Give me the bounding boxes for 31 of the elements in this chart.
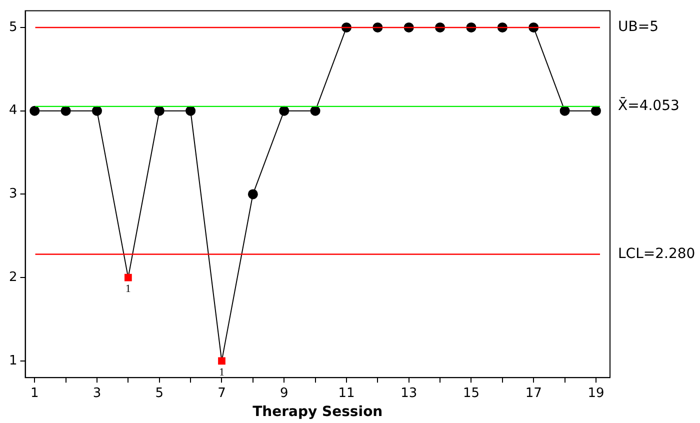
point (560, 106, 570, 116)
point (60, 106, 71, 116)
point (186, 106, 196, 116)
x-tick-label: 3 (92, 386, 102, 401)
y-tick-label: 3 (8, 186, 18, 202)
x-tick-label: 15 (462, 386, 480, 401)
y-tick-label: 4 (8, 103, 18, 118)
point (154, 106, 164, 116)
ref-line-label: LCL=2.280 (618, 246, 696, 262)
x-tick-label: 13 (400, 386, 418, 401)
point (92, 106, 102, 116)
point (279, 106, 290, 116)
x-tick-label: 5 (155, 386, 164, 401)
y-tick-label: 5 (8, 20, 18, 35)
x-tick-label: 17 (525, 386, 542, 401)
annotation: 1 (218, 366, 224, 378)
ref-line-label: UB=5 (618, 19, 658, 36)
ref-line-label: X̄=4.053 (618, 96, 680, 114)
x-axis-title: Therapy Session (252, 404, 383, 420)
point (248, 189, 258, 200)
x-tick-label: 1 (30, 386, 39, 401)
point (590, 106, 601, 116)
point (310, 106, 320, 116)
y-tick-label: 2 (8, 270, 18, 285)
annotation: 1 (125, 282, 131, 295)
x-tick-label: 11 (338, 386, 355, 401)
x-tick-label: 9 (280, 386, 288, 401)
x-tick-label: 19 (588, 386, 604, 401)
x-tick-label: 7 (218, 386, 226, 401)
y-tick-label: 1 (8, 353, 18, 368)
point (30, 106, 40, 116)
